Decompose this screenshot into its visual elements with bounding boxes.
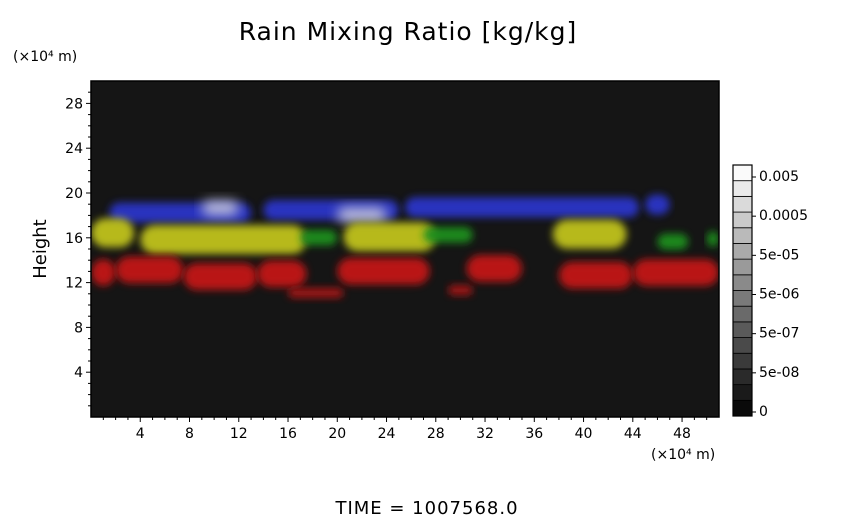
colorbar-swatch	[732, 243, 753, 260]
chart-title: Rain Mixing Ratio [kg/kg]	[239, 17, 578, 46]
colorbar-swatch	[732, 399, 753, 417]
heatmap-band-segment	[183, 263, 258, 290]
heatmap-band-segment	[337, 257, 430, 285]
heatmap-band-segment	[201, 200, 239, 216]
y-tick-label: 20	[65, 186, 83, 202]
x-tick-label: 20	[328, 426, 346, 442]
colorbar-label: 5e-08	[759, 365, 799, 381]
x-tick-label: 48	[673, 426, 691, 442]
y-tick-label: 28	[65, 96, 83, 112]
x-tick-label: 16	[279, 426, 297, 442]
colorbar-swatch	[732, 258, 753, 276]
y-tick-label: 16	[65, 231, 83, 247]
colorbar-swatch	[732, 211, 753, 229]
heatmap-band-segment	[448, 285, 473, 296]
colorbar-swatch	[732, 368, 753, 386]
heatmap-band-segment	[558, 261, 633, 289]
time-footer: TIME = 1007568.0	[334, 498, 518, 519]
y-axis: 4 8 12 16 20 24 28	[65, 91, 91, 407]
colorbar-swatch	[732, 274, 753, 291]
heatmap-band-segment	[288, 287, 344, 298]
heatmap-bands	[91, 194, 719, 298]
colorbar: 0.005 0.0005 5e-05 5e-06 5e-07 5e-08 0	[732, 164, 808, 420]
y-unit-label: (×10⁴ m)	[13, 49, 77, 65]
x-tick-label: 4	[136, 426, 145, 442]
heatmap-band-segment	[337, 207, 387, 223]
colorbar-swatch	[732, 227, 753, 244]
x-tick-label: 28	[427, 426, 445, 442]
y-axis-title: Height	[30, 219, 51, 279]
y-tick-label: 8	[74, 320, 83, 336]
y-tick-label: 4	[74, 365, 83, 381]
x-tick-label: 36	[525, 426, 543, 442]
colorbar-swatch	[732, 321, 753, 338]
colorbar-swatch	[732, 290, 753, 307]
colorbar-label: 0.005	[759, 169, 799, 185]
heatmap-band-segment	[405, 197, 639, 218]
colorbar-label: 5e-06	[759, 287, 799, 303]
x-axis: 4 8 12 16 20 24 28 32 36 40 44 48	[102, 417, 708, 442]
heatmap-band-segment	[91, 218, 135, 248]
colorbar-swatch	[732, 180, 753, 197]
x-tick-label: 8	[185, 426, 194, 442]
heatmap-band-segment	[466, 255, 522, 282]
y-tick-label: 24	[65, 141, 83, 157]
heatmap-band-segment	[632, 259, 719, 286]
heatmap-band-segment	[552, 219, 627, 249]
heatmap-band-segment	[140, 225, 307, 255]
heatmap-band-segment	[91, 259, 116, 286]
heatmap-band-segment	[115, 256, 184, 284]
colorbar-swatch	[732, 305, 753, 323]
colorbar-label: 5e-07	[759, 326, 799, 342]
heatmap-band-segment	[657, 233, 689, 250]
heatmap-band-segment	[706, 231, 719, 247]
colorbar-swatch	[732, 352, 753, 370]
x-tick-label: 40	[575, 426, 593, 442]
colorbar-swatch	[732, 384, 753, 401]
heatmap-band-segment	[343, 222, 436, 252]
colorbar-swatch	[732, 337, 753, 354]
heatmap-band-segment	[423, 227, 473, 243]
y-tick-label: 12	[65, 276, 83, 292]
colorbar-swatch	[732, 195, 753, 213]
x-tick-label: 24	[378, 426, 396, 442]
x-tick-label: 32	[476, 426, 494, 442]
colorbar-label: 0.0005	[759, 208, 808, 224]
x-tick-label: 12	[230, 426, 248, 442]
colorbar-label: 5e-05	[759, 247, 799, 263]
colorbar-frame	[732, 164, 753, 417]
x-unit-label: (×10⁴ m)	[651, 447, 715, 463]
colorbar-swatch	[732, 164, 753, 182]
heatmap-band-segment	[300, 229, 338, 246]
heatmap-band-segment	[645, 194, 670, 215]
x-tick-label: 44	[624, 426, 642, 442]
colorbar-label: 0	[759, 404, 768, 420]
heatmap-band-segment	[257, 260, 307, 288]
